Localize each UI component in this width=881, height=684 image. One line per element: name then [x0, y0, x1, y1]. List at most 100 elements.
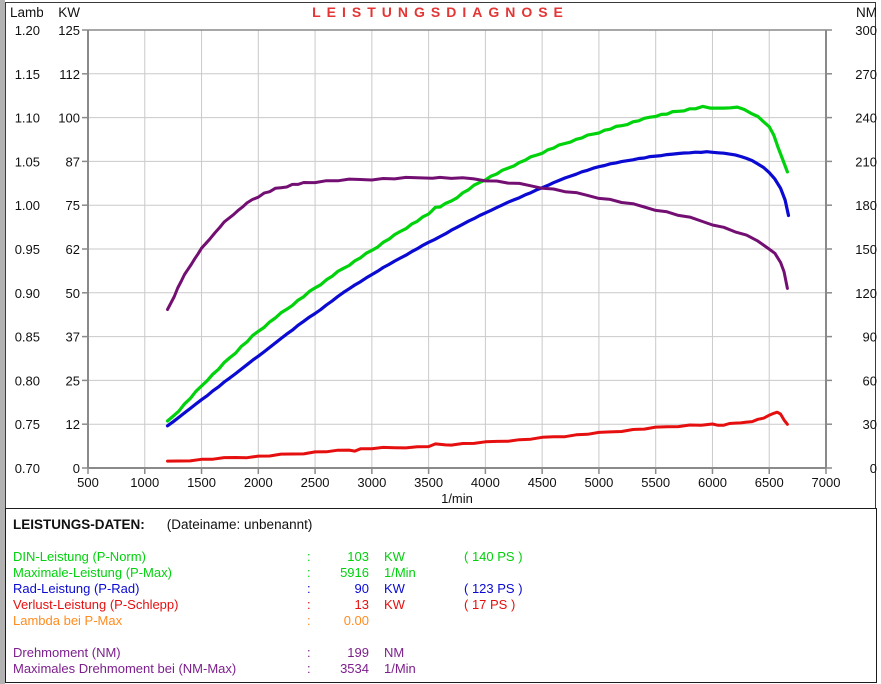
legend-row-lambda: Lambda bei P-Max : 0.00 — [6, 613, 876, 629]
lambda-tick-label: 1.10 — [15, 111, 40, 126]
nm-tick-label: 180 — [855, 198, 877, 213]
legend-label: DIN-Leistung (P-Norm) — [13, 549, 146, 564]
lambda-tick-label: 1.00 — [15, 198, 40, 213]
kw-axis-title: KW — [58, 5, 80, 20]
kw-tick-label: 12 — [66, 417, 80, 432]
nm-tick-label: 270 — [855, 67, 877, 82]
lambda-tick-label: 0.90 — [15, 286, 40, 301]
x-tick-label: 4000 — [471, 475, 500, 490]
legend-row-rad-leistung: Rad-Leistung (P-Rad) : 90 KW ( 123 PS ) — [6, 581, 876, 597]
legend-label: Verlust-Leistung (P-Schlepp) — [13, 597, 179, 612]
x-tick-label: 2500 — [301, 475, 330, 490]
legend-unit: 1/Min — [384, 661, 416, 676]
x-tick-label: 4500 — [528, 475, 557, 490]
kw-tick-label: 62 — [66, 242, 80, 257]
legend-colon: : — [307, 597, 311, 612]
legend-value: 3534 — [340, 661, 369, 676]
nm-tick-label: 0 — [870, 461, 877, 476]
nm-tick-label: 90 — [863, 330, 877, 345]
legend-colon: : — [307, 661, 311, 676]
page-title: LEISTUNGSDIAGNOSE — [312, 4, 569, 20]
lambda-tick-label: 0.85 — [15, 330, 40, 345]
lambda-tick-label: 0.95 — [15, 242, 40, 257]
kw-tick-label: 112 — [59, 67, 80, 82]
performance-data-panel: LEISTUNGS-DATEN: (Dateiname: unbenannt) D… — [5, 508, 877, 683]
kw-tick-label: 0 — [73, 461, 80, 476]
legend-extra: ( 17 PS ) — [464, 597, 516, 612]
lambda-tick-label: 0.75 — [15, 417, 40, 432]
nm-tick-label: 300 — [855, 23, 877, 38]
legend-row-max-drehmoment: Maximales Drehmoment bei (NM-Max) : 3534… — [6, 661, 876, 677]
x-tick-label: 7000 — [812, 475, 841, 490]
x-tick-label: 5500 — [641, 475, 670, 490]
legend-unit: 1/Min — [384, 565, 416, 580]
curve-red — [166, 410, 789, 463]
x-tick-label: 1500 — [187, 475, 216, 490]
kw-tick-label: 100 — [58, 111, 80, 126]
legend-label: Lambda bei P-Max — [13, 613, 123, 628]
x-tick-label: 3000 — [357, 475, 386, 490]
x-tick-label: 3500 — [414, 475, 443, 490]
nm-axis-title: NM — [856, 5, 877, 20]
nm-tick-label: 240 — [855, 111, 877, 126]
x-tick-label: 6500 — [755, 475, 784, 490]
curve-purple — [166, 175, 789, 311]
legend-label: Maximale-Leistung (P-Max) — [13, 565, 172, 580]
lambda-tick-label: 0.70 — [15, 461, 40, 476]
kw-tick-label: 75 — [66, 198, 80, 213]
legend-unit: KW — [384, 581, 405, 596]
legend-unit: KW — [384, 549, 405, 564]
nm-tick-label: 210 — [855, 154, 877, 169]
legend-colon: : — [307, 581, 311, 596]
legend-value: 0.00 — [343, 613, 369, 628]
kw-tick-label: 87 — [66, 154, 80, 169]
kw-tick-label: 125 — [58, 23, 80, 38]
legend-colon: : — [307, 549, 311, 564]
x-tick-label: 500 — [77, 475, 99, 490]
x-axis-label: 1/min — [441, 491, 473, 506]
panel-header-title: LEISTUNGS-DATEN: — [13, 517, 145, 532]
kw-tick-label: 37 — [66, 330, 80, 345]
kw-tick-label: 25 — [66, 373, 80, 388]
panel-header: LEISTUNGS-DATEN: (Dateiname: unbenannt) — [13, 517, 312, 532]
legend-value: 199 — [347, 645, 369, 660]
legend-label: Maximales Drehmoment bei (NM-Max) — [13, 661, 237, 676]
legend-extra: ( 123 PS ) — [464, 581, 523, 596]
legend-label: Drehmoment (NM) — [13, 645, 121, 660]
legend-row-maximale-leistung: Maximale-Leistung (P-Max) : 5916 1/Min — [6, 565, 876, 581]
x-tick-label: 1000 — [130, 475, 159, 490]
legend-value: 90 — [354, 581, 369, 596]
legend-extra: ( 140 PS ) — [464, 549, 523, 564]
nm-tick-label: 60 — [863, 373, 877, 388]
filename-label: (Dateiname: unbenannt) — [166, 517, 313, 532]
legend-colon: : — [307, 565, 311, 580]
nm-tick-label: 120 — [855, 286, 877, 301]
lambda-tick-label: 1.05 — [15, 154, 40, 169]
legend-unit: KW — [384, 597, 405, 612]
lambda-axis-title: Lambda — [10, 5, 43, 20]
legend-value: 103 — [347, 549, 369, 564]
lambda-tick-label: 1.20 — [15, 23, 40, 38]
legend-label: Rad-Leistung (P-Rad) — [13, 581, 140, 596]
x-tick-label: 5000 — [584, 475, 613, 490]
legend-row-din-leistung: DIN-Leistung (P-Norm) : 103 KW ( 140 PS … — [6, 549, 876, 565]
lambda-tick-label: 0.80 — [15, 373, 40, 388]
legend-value: 5916 — [340, 565, 369, 580]
curve-green — [165, 104, 790, 423]
x-tick-label: 6000 — [698, 475, 727, 490]
legend-colon: : — [307, 645, 311, 660]
window-left-edge — [0, 0, 5, 684]
kw-tick-label: 50 — [66, 286, 80, 301]
lambda-tick-label: 1.15 — [15, 67, 40, 82]
x-tick-label: 2000 — [244, 475, 273, 490]
legend-colon: : — [307, 613, 311, 628]
nm-tick-label: 150 — [855, 242, 877, 257]
legend-row-verlust-leistung: Verlust-Leistung (P-Schlepp) : 13 KW ( 1… — [6, 597, 876, 613]
legend-unit: NM — [384, 645, 405, 660]
nm-tick-label: 30 — [863, 417, 877, 432]
legend-row-drehmoment: Drehmoment (NM) : 199 NM — [6, 645, 876, 661]
curve-blue — [165, 150, 791, 428]
legend-value: 13 — [354, 597, 369, 612]
